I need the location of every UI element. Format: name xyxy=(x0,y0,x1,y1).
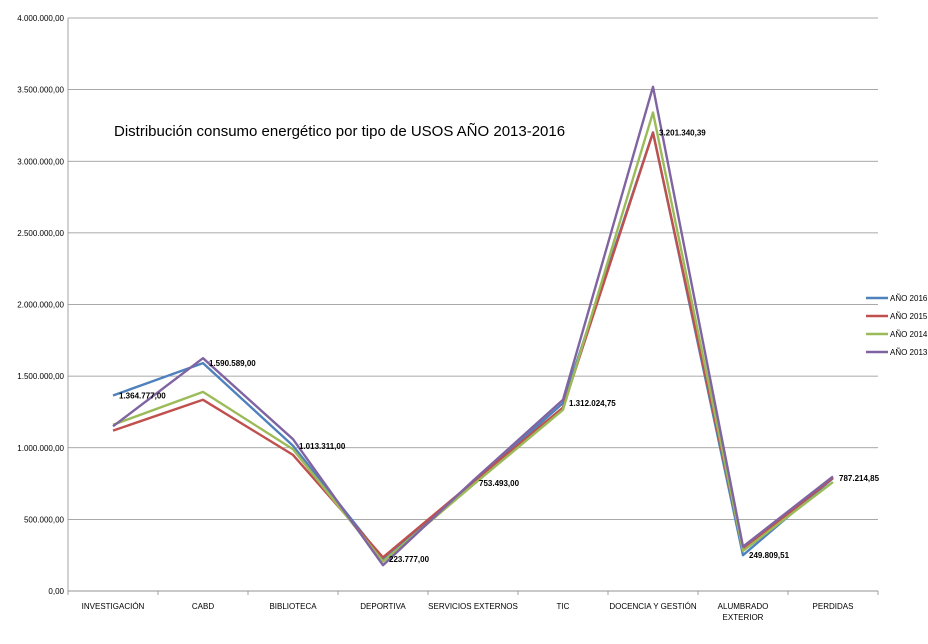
axes xyxy=(67,18,879,595)
series-line xyxy=(112,131,834,559)
data-label: 3.201.340,39 xyxy=(659,128,706,137)
data-label: 787.214,85 xyxy=(839,474,880,483)
gridlines xyxy=(68,17,878,592)
legend: AÑO 2016 AÑO 2015 AÑO 2014 AÑO 2013 xyxy=(866,294,928,357)
x-axis-tick-labels: INVESTIGACIÓN CABD BIBLIOTECA DEPORTIVA SERV… xyxy=(82,602,854,622)
legend-label: AÑO 2016 xyxy=(890,294,928,303)
y-tick-label: 2.500.000,00 xyxy=(17,229,64,238)
y-tick-label: 1.500.000,00 xyxy=(17,372,64,381)
x-tick-label: DEPORTIVA xyxy=(360,602,406,611)
data-labels: 1.364.777,00 1.590.589,00 1.013.311,00 223.… xyxy=(119,128,880,564)
y-tick-label: 500.000,00 xyxy=(24,515,65,524)
legend-label: AÑO 2014 xyxy=(890,330,928,339)
series-line xyxy=(112,131,834,561)
data-label: 1.364.777,00 xyxy=(119,391,166,400)
y-tick-label: 3.000.000,00 xyxy=(17,157,64,166)
x-tick-label: INVESTIGACIÓN xyxy=(82,602,145,611)
series-lines xyxy=(112,85,834,567)
data-label: 1.312.024,75 xyxy=(569,399,616,408)
x-tick-label: SERVICIOS EXTERNOS xyxy=(428,602,518,611)
x-tick-label: DOCENCIA Y GESTIÓN xyxy=(609,602,697,611)
legend-label: AÑO 2013 xyxy=(890,348,928,357)
data-label: 1.590.589,00 xyxy=(209,359,256,368)
chart-title: Distribución consumo energético por tipo… xyxy=(114,123,565,140)
x-tick-label: ALUMBRADO EXTERIOR xyxy=(718,602,769,622)
series-line xyxy=(112,85,834,567)
y-tick-label: 2.000.000,00 xyxy=(17,301,64,310)
y-tick-label: 0,00 xyxy=(48,587,64,596)
x-tick-label: CABD xyxy=(192,602,214,611)
legend-label: AÑO 2015 xyxy=(890,312,928,321)
x-tick-label: PERDIDAS xyxy=(813,602,854,611)
y-tick-label: 4.000.000,00 xyxy=(17,14,64,23)
x-tick-label: BIBLIOTECA xyxy=(269,602,317,611)
series-line xyxy=(112,111,834,563)
data-label: 249.809,51 xyxy=(749,551,790,560)
data-label: 223.777,00 xyxy=(389,555,430,564)
y-tick-label: 3.500.000,00 xyxy=(17,86,64,95)
y-axis-tick-labels: 0,00 500.000,00 1.000.000,00 1.500.000,00 2.… xyxy=(17,14,64,596)
data-label: 753.493,00 xyxy=(479,479,520,488)
data-label: 1.013.311,00 xyxy=(299,442,346,451)
x-tick-label: TIC xyxy=(557,602,570,611)
y-tick-label: 1.000.000,00 xyxy=(17,444,64,453)
